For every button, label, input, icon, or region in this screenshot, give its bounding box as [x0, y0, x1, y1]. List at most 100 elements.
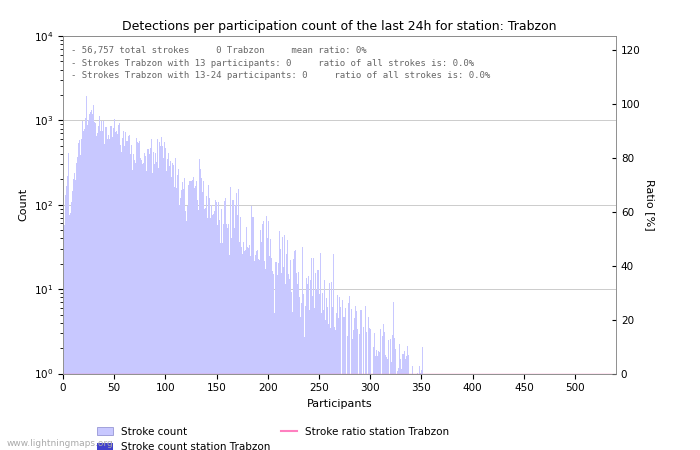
Legend: Stroke count, Stroke count station Trabzon, Stroke ratio station Trabzon: Stroke count, Stroke count station Trabz… [93, 423, 453, 450]
Bar [581, 374, 582, 450]
Bar [608, 374, 609, 450]
Bar [517, 374, 518, 450]
Bar [507, 374, 508, 450]
Bar [552, 374, 553, 450]
Bar [84, 129, 85, 450]
Bar [153, 164, 155, 450]
Bar [236, 193, 237, 450]
Bar [182, 182, 183, 450]
Bar [348, 303, 349, 450]
Bar [86, 96, 87, 450]
Bar [602, 374, 603, 450]
Bar [128, 136, 129, 450]
Bar [258, 259, 259, 450]
Bar [451, 374, 452, 450]
Bar [144, 153, 146, 450]
Bar [91, 110, 92, 450]
Bar [181, 190, 182, 450]
Bar [478, 374, 480, 450]
Bar [562, 374, 564, 450]
Bar [422, 347, 423, 450]
Bar [381, 374, 382, 450]
Bar [219, 220, 220, 450]
Bar [394, 338, 395, 450]
Bar [152, 173, 153, 450]
Bar [464, 374, 465, 450]
Bar [363, 374, 365, 450]
Bar [518, 374, 519, 450]
Bar [402, 354, 403, 450]
Bar [587, 374, 588, 450]
Bar [470, 374, 471, 450]
Bar [134, 161, 135, 450]
Bar [121, 152, 122, 450]
Bar [186, 221, 188, 450]
Bar [222, 243, 223, 450]
Bar [327, 306, 328, 450]
Bar [166, 171, 167, 450]
Bar [106, 139, 108, 450]
Bar [579, 374, 580, 450]
Bar [272, 271, 274, 450]
Bar [177, 175, 178, 450]
Bar [213, 214, 214, 450]
Bar [556, 374, 557, 450]
Bar [540, 374, 542, 450]
Bar [453, 374, 454, 450]
Bar [117, 134, 118, 450]
Bar [504, 374, 505, 450]
Bar [214, 211, 215, 450]
Bar [256, 251, 257, 450]
Bar [474, 374, 475, 450]
Bar [87, 125, 88, 450]
Bar [456, 374, 457, 450]
Bar [370, 328, 371, 450]
Stroke ratio station Trabzon [60, 371, 68, 376]
Bar [262, 225, 263, 450]
Bar [418, 374, 419, 450]
Bar [526, 374, 527, 450]
Bar [598, 374, 599, 450]
Bar [342, 301, 343, 450]
Bar [268, 221, 270, 450]
Bar [413, 374, 414, 450]
Bar [100, 131, 102, 450]
Bar [193, 177, 194, 450]
Bar [201, 178, 202, 450]
Bar [241, 254, 243, 450]
Bar [294, 251, 295, 450]
Bar [610, 374, 611, 450]
Bar [116, 131, 117, 450]
Bar [167, 159, 168, 450]
Bar [253, 217, 254, 450]
Bar [442, 374, 443, 450]
Bar [110, 126, 111, 450]
Bar [498, 374, 500, 450]
Bar [554, 374, 555, 450]
Bar [346, 374, 347, 450]
Bar [547, 374, 548, 450]
Bar [195, 181, 197, 450]
Bar [392, 335, 393, 450]
Bar [432, 374, 433, 450]
Bar [505, 374, 506, 450]
Bar [566, 374, 568, 450]
Bar [549, 374, 550, 450]
Bar [494, 374, 495, 450]
Bar [531, 374, 533, 450]
Bar [592, 374, 593, 450]
Bar [245, 250, 246, 450]
Bar [452, 374, 453, 450]
Bar [516, 374, 517, 450]
Bar [395, 349, 396, 450]
Bar [83, 131, 84, 450]
Bar [126, 141, 127, 450]
Bar [425, 374, 426, 450]
Bar [558, 374, 559, 450]
Bar [360, 310, 361, 450]
Bar [159, 142, 160, 450]
Bar [221, 209, 222, 450]
Bar [340, 307, 341, 450]
Bar [204, 209, 205, 450]
Bar [477, 374, 478, 450]
